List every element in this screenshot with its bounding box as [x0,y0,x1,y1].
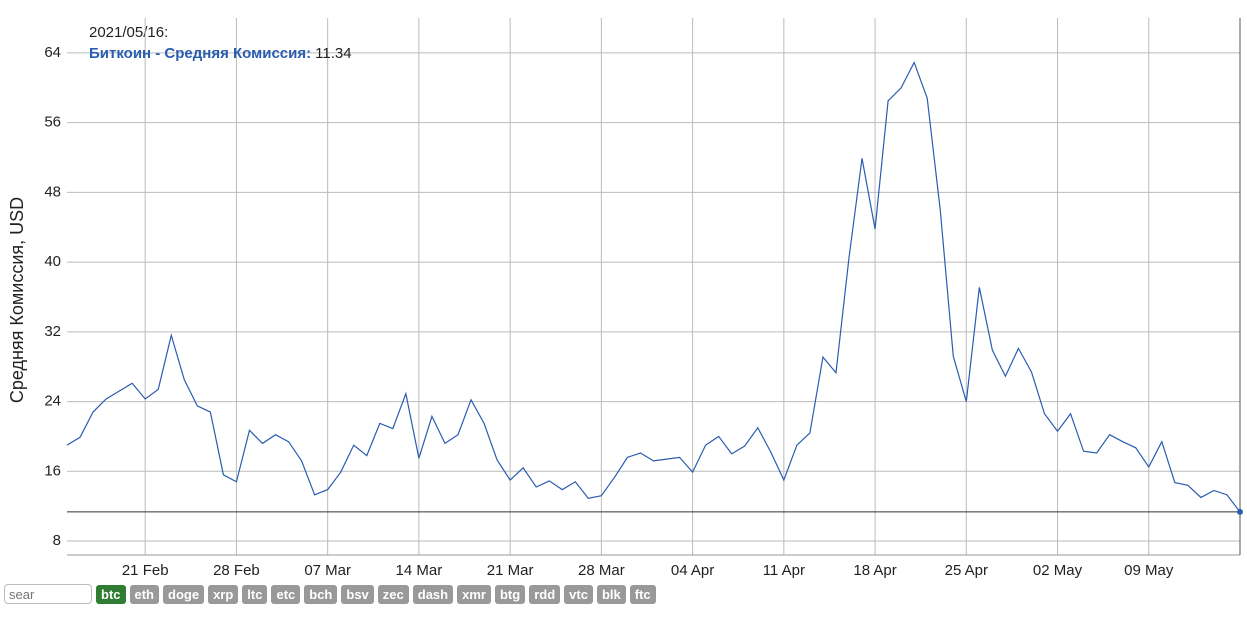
coin-button[interactable]: xrp [208,584,239,604]
tooltip-series-label: Биткоин - Средняя Комиссия: [89,45,311,62]
y-tick-label: 64 [44,44,61,61]
x-tick-label: 11 Apr [763,562,805,579]
x-tick-label: 07 Mar [304,562,351,579]
coin-button[interactable]: blk [596,584,626,604]
coin-button[interactable]: bsv [341,584,374,604]
coin-button[interactable]: rdd [529,584,561,604]
coin-button[interactable]: ftc [629,584,656,604]
coin-button[interactable]: eth [129,584,159,604]
y-tick-label: 56 [44,114,61,131]
chart: 2021/05/16: Средняя Комиссия, USD 8 16 24 3… [7,18,1243,579]
x-tick-label: 04 Apr [671,562,714,579]
x-tick-label: 21 Mar [487,562,534,579]
x-tick-label: 02 May [1033,562,1083,579]
coin-button[interactable]: btg [494,584,526,604]
coin-button[interactable]: ltc [242,584,268,604]
x-tick-label: 28 Mar [578,562,625,579]
coin-button[interactable]: etc [271,584,301,604]
coin-button[interactable]: doge [163,584,205,604]
coin-button[interactable]: btc [96,584,126,604]
coin-controls: btcethdogexrpltcetcbchbsvzecdashxmrbtgrd… [4,584,656,604]
tooltip-value-line: Биткоин - Средняя Комиссия: 11.34 [89,45,352,62]
coin-button[interactable]: bch [304,584,338,604]
coin-button[interactable]: zec [377,584,409,604]
data-line [66,60,1241,513]
tooltip-value: 11.34 [315,45,351,62]
y-tick-label: 40 [44,253,61,270]
tooltip-date: 2021/05/16: [89,24,168,41]
hover-point [1237,508,1243,515]
y-tick-label: 48 [44,183,61,200]
coin-button[interactable]: dash [412,584,454,604]
y-tick-label: 8 [53,532,61,549]
x-tick-label: 14 Mar [396,562,443,579]
x-tick-label: 28 Feb [213,562,260,579]
coin-button[interactable]: vtc [564,584,593,604]
y-tick-label: 16 [44,462,61,479]
y-axis-label: Средняя Комиссия, USD [7,197,27,403]
x-tick-label: 21 Feb [122,562,169,579]
coin-button[interactable]: xmr [457,584,491,604]
x-tick-label: 25 Apr [945,562,988,579]
x-tick-label: 18 Apr [853,562,896,579]
search-input[interactable] [4,584,92,604]
y-tick-label: 32 [44,323,61,340]
x-tick-label: 09 May [1124,562,1174,579]
y-tick-label: 24 [44,393,61,410]
